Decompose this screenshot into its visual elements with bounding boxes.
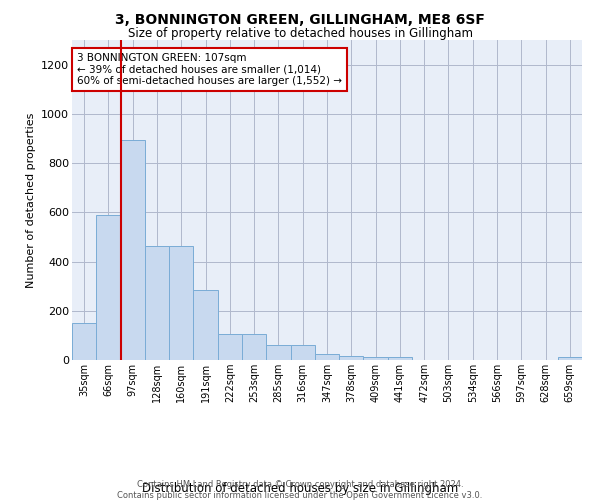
Bar [121,140,145,360]
Bar [193,290,218,360]
Bar [388,357,412,360]
Bar [290,344,315,360]
Bar [169,246,193,360]
Text: Contains HM Land Registry data © Crown copyright and database right 2024.
Contai: Contains HM Land Registry data © Crown c… [118,480,482,500]
Bar [315,354,339,360]
Text: 3 BONNINGTON GREEN: 107sqm
← 39% of detached houses are smaller (1,014)
60% of s: 3 BONNINGTON GREEN: 107sqm ← 39% of deta… [77,53,342,86]
Text: 3, BONNINGTON GREEN, GILLINGHAM, ME8 6SF: 3, BONNINGTON GREEN, GILLINGHAM, ME8 6SF [115,12,485,26]
Bar [72,322,96,360]
Bar [96,215,121,360]
Bar [266,344,290,360]
Bar [145,246,169,360]
Text: Distribution of detached houses by size in Gillingham: Distribution of detached houses by size … [142,482,458,495]
Text: Size of property relative to detached houses in Gillingham: Size of property relative to detached ho… [128,28,473,40]
Bar [364,357,388,360]
Y-axis label: Number of detached properties: Number of detached properties [26,112,35,288]
Bar [558,357,582,360]
Bar [242,334,266,360]
Bar [218,334,242,360]
Bar [339,356,364,360]
